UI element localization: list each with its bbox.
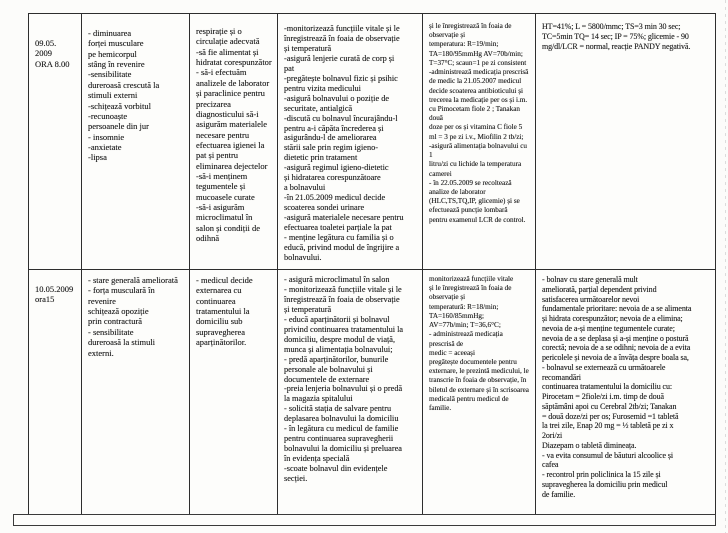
table-bottom-strip <box>13 514 716 526</box>
objectives-cell: respirație și o circulație adecvată -să … <box>190 14 278 269</box>
date-time-cell: 10.05.2009 ora15 <box>29 270 82 515</box>
patient-problems-cell: - stare generală ameliorată - forța musc… <box>82 270 190 515</box>
objectives-cell: - medicul decide externarea cu continuar… <box>190 270 278 515</box>
care-plan-table: 09.05. 2009 ORA 8.00 - diminuarea forței… <box>28 13 716 516</box>
care-plan-row-1: 09.05. 2009 ORA 8.00 - diminuarea forței… <box>29 14 715 270</box>
care-plan-row-2: 10.05.2009 ora15 - stare generală amelio… <box>29 270 715 515</box>
evaluation-cell: - bolnav cu stare generală mult ameliora… <box>542 275 692 499</box>
delegated-interventions-cell: și le înregistrează în foaia de observaț… <box>423 14 536 269</box>
date-time-cell: 09.05. 2009 ORA 8.00 <box>29 14 82 269</box>
scan-edge-artifact <box>725 0 726 533</box>
patient-problems-cell: - diminuarea forței musculare pe hemicor… <box>82 14 190 269</box>
delegated-interventions-cell: monitorizează funcțiile vitale și le înr… <box>423 270 536 515</box>
autonomous-interventions-cell: - asigură microclimatul în salon - monit… <box>278 270 423 515</box>
autonomous-interventions-cell: -monitorizează funcțiile vitale și le în… <box>278 14 423 269</box>
evaluation-cell: HT=41%; L = 5800/mmc; TS=3 min 30 sec; T… <box>542 22 691 51</box>
